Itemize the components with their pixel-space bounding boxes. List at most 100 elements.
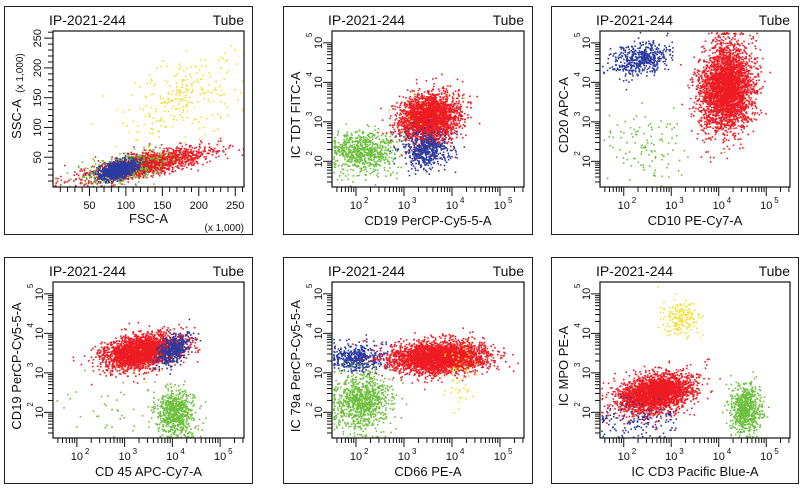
data-point <box>98 167 100 169</box>
x-scale-note: (x 1,000) <box>205 223 244 234</box>
data-point <box>123 162 125 164</box>
data-point <box>373 170 376 173</box>
data-point <box>236 63 238 65</box>
data-point <box>133 156 135 159</box>
data-point <box>437 88 440 90</box>
data-point <box>360 158 363 161</box>
data-point <box>180 168 183 171</box>
data-point <box>117 167 119 169</box>
data-point <box>101 176 103 179</box>
data-point <box>160 144 163 146</box>
data-point <box>234 49 236 52</box>
data-point <box>178 68 180 70</box>
data-point <box>395 149 397 152</box>
data-point <box>379 142 382 144</box>
data-point <box>386 159 389 161</box>
data-point <box>178 108 181 110</box>
data-point <box>369 153 371 156</box>
data-point <box>127 155 129 157</box>
data-point <box>369 167 372 170</box>
data-point <box>352 154 354 157</box>
data-point <box>105 178 107 180</box>
data-point <box>362 166 365 169</box>
data-point <box>146 157 149 160</box>
data-point <box>146 153 148 155</box>
data-point <box>203 92 205 95</box>
data-point <box>436 139 438 141</box>
data-point <box>383 169 386 172</box>
data-point <box>363 154 366 156</box>
data-point <box>372 170 374 173</box>
data-point <box>173 118 175 121</box>
data-point <box>192 157 194 159</box>
data-point <box>193 106 196 109</box>
data-point <box>195 146 198 149</box>
data-point <box>162 154 164 156</box>
data-point <box>121 166 123 169</box>
data-point <box>112 161 114 164</box>
data-point <box>63 182 66 184</box>
data-point <box>195 157 198 159</box>
data-point <box>345 148 348 151</box>
data-point <box>177 162 180 165</box>
data-point <box>148 143 151 145</box>
data-point <box>91 123 93 125</box>
data-point <box>445 98 447 100</box>
data-point <box>347 178 349 180</box>
data-point <box>191 122 193 125</box>
data-point <box>209 147 212 150</box>
data-point <box>445 100 447 102</box>
data-point <box>157 171 159 173</box>
data-point <box>107 180 109 182</box>
data-point <box>152 117 155 119</box>
data-point <box>347 153 349 156</box>
data-point <box>140 161 143 163</box>
data-point <box>200 151 202 154</box>
data-point <box>182 91 184 94</box>
data-point <box>193 80 196 83</box>
data-point <box>160 125 163 127</box>
data-point <box>347 141 349 144</box>
data-point <box>363 169 366 172</box>
data-point <box>349 161 352 163</box>
data-point <box>104 169 107 171</box>
data-point <box>358 139 361 142</box>
data-point <box>109 175 111 178</box>
data-point <box>204 146 206 148</box>
data-point <box>189 155 191 157</box>
data-point <box>187 152 190 155</box>
data-point <box>114 168 116 171</box>
data-point <box>166 168 169 171</box>
data-point <box>94 181 96 183</box>
data-point <box>152 153 154 156</box>
data-point <box>120 172 123 175</box>
data-point <box>396 141 398 143</box>
data-point <box>352 169 354 172</box>
data-point <box>333 146 336 148</box>
data-point <box>361 152 364 155</box>
data-point <box>115 177 117 180</box>
data-point <box>378 155 380 158</box>
data-point <box>209 149 211 152</box>
data-point <box>76 173 78 175</box>
data-point <box>198 156 200 159</box>
data-point <box>77 174 80 177</box>
data-point <box>130 171 133 173</box>
data-point <box>113 161 115 163</box>
data-point <box>187 159 190 162</box>
data-point <box>207 90 209 93</box>
data-point <box>159 169 161 172</box>
data-point <box>135 176 137 178</box>
data-point <box>195 66 197 68</box>
data-point <box>163 158 165 161</box>
data-point <box>396 150 399 152</box>
data-point <box>166 157 169 160</box>
data-point <box>186 166 188 169</box>
data-point <box>192 154 195 156</box>
data-point <box>342 172 344 175</box>
data-point <box>339 175 341 177</box>
data-point <box>130 162 133 165</box>
data-point <box>436 123 439 126</box>
data-point <box>148 164 151 167</box>
